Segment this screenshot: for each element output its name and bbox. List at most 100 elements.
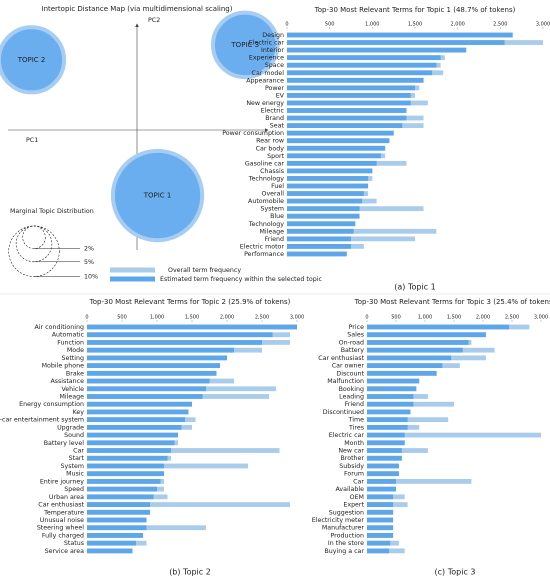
overall-bar <box>367 479 472 484</box>
topic-bar <box>87 424 182 430</box>
topic-bar <box>367 378 420 384</box>
topic-bar <box>287 123 403 128</box>
term-label: Fully charged <box>42 532 84 539</box>
topic-bar <box>87 533 143 538</box>
term-label: Technology <box>248 221 285 228</box>
term-label: Status <box>64 540 84 547</box>
term-label: Space <box>265 62 284 69</box>
x-tick-label: 3,000 <box>534 315 548 321</box>
topic-bar <box>87 324 297 330</box>
topic-bar <box>287 55 441 61</box>
term-label: Urban area <box>49 494 84 501</box>
x-tick-label: 2,500 <box>505 315 519 321</box>
term-label: Car body <box>256 145 285 152</box>
size-legend-circle <box>8 225 60 277</box>
term-label: Technology <box>248 175 285 182</box>
topic-bar <box>367 471 399 477</box>
topic-bar <box>367 355 452 361</box>
term-label: Blue <box>270 213 284 220</box>
term-label: New car <box>338 448 364 455</box>
term-label: Brand <box>265 115 284 122</box>
topic-bar <box>367 409 411 415</box>
topic-bar <box>87 517 147 523</box>
topic-label: TOPIC 1 <box>143 192 172 200</box>
term-label: Malfunction <box>327 378 364 385</box>
topic-bar <box>287 168 373 174</box>
x-tick-label: 1,500 <box>447 315 461 321</box>
term-label: Mileage <box>59 393 84 400</box>
topic-bar <box>367 432 405 438</box>
topic-bar <box>87 525 147 531</box>
term-label: Tires <box>348 424 364 431</box>
term-label: Electric motor <box>240 243 285 250</box>
topic-bar <box>287 176 369 181</box>
caption: (c) Topic 3 <box>435 568 476 577</box>
term-label: Automatic <box>52 332 85 339</box>
term-label: Rear row <box>256 138 284 145</box>
topic-bar <box>287 213 360 219</box>
term-label: New energy <box>246 100 284 107</box>
chart-title: Top-30 Most Relevant Terms for Topic 2 (… <box>89 298 291 306</box>
term-label: Discontinued <box>323 409 364 416</box>
topic-bar <box>287 206 360 212</box>
topic-bar <box>287 251 347 257</box>
term-label: Air conditioning <box>35 324 85 331</box>
topic-bubble <box>0 25 67 95</box>
term-label: Power <box>265 85 284 92</box>
topic-bubble <box>110 148 205 243</box>
topic-bar <box>367 386 417 392</box>
term-label: Vehicle <box>61 386 84 393</box>
term-label: System <box>261 206 284 213</box>
topic-bar <box>367 370 437 376</box>
term-label: Subsidy <box>339 463 364 470</box>
x-tick-label: 1,500 <box>185 315 199 321</box>
term-label: Mobile phone <box>42 363 84 370</box>
term-label: Upgrade <box>57 424 84 431</box>
topic-bar <box>87 386 206 392</box>
x-tick-label: 2,000 <box>451 22 465 28</box>
x-tick-label: 2,500 <box>255 315 269 321</box>
topic-bar <box>367 347 463 353</box>
topic-bar <box>287 153 381 159</box>
legend-label: Overall term frequency <box>168 267 241 274</box>
term-label: Unusual noise <box>40 517 84 524</box>
topic-bar <box>87 378 210 384</box>
topic-bar <box>367 417 408 423</box>
overall-bar <box>87 448 280 453</box>
topic-bar <box>87 471 164 477</box>
term-label: Discount <box>336 370 364 377</box>
term-label: Service area <box>45 548 84 555</box>
overall-bar <box>87 463 248 469</box>
term-label: Experience <box>249 55 284 62</box>
topic-bar <box>287 160 377 166</box>
term-label: Electricity meter <box>312 517 365 524</box>
topic-bar <box>87 347 234 353</box>
term-label: Power consumption <box>222 130 284 137</box>
term-label: Car model <box>252 70 285 77</box>
topic-bar <box>367 479 396 484</box>
x-tick-label: 500 <box>325 22 335 28</box>
term-label: Entire journey <box>40 478 84 485</box>
topic-bar <box>367 363 443 368</box>
topic-bar <box>287 85 415 91</box>
topic-bar <box>367 533 394 538</box>
overall-bar <box>367 432 541 438</box>
topic-bar <box>367 548 390 554</box>
term-label: Manufacturer <box>322 525 365 532</box>
topic-bar <box>87 448 171 453</box>
topic-bar <box>87 440 175 446</box>
topic-bar <box>87 370 217 376</box>
x-tick-label: 0 <box>85 315 88 321</box>
term-label: Interior <box>261 47 284 54</box>
x-tick-label: 1,000 <box>418 315 432 321</box>
chart-title: Top-30 Most Relevant Terms for Topic 1 (… <box>314 6 516 14</box>
topic-bar <box>367 394 414 399</box>
topic-bar <box>287 77 424 83</box>
term-label: Production <box>330 532 364 539</box>
term-label: Performance <box>244 251 284 258</box>
topic-bar <box>287 32 513 38</box>
term-label: System <box>61 463 84 470</box>
topic-bar <box>287 183 369 189</box>
term-label: Setting <box>61 355 84 362</box>
topic-bar <box>287 115 407 121</box>
